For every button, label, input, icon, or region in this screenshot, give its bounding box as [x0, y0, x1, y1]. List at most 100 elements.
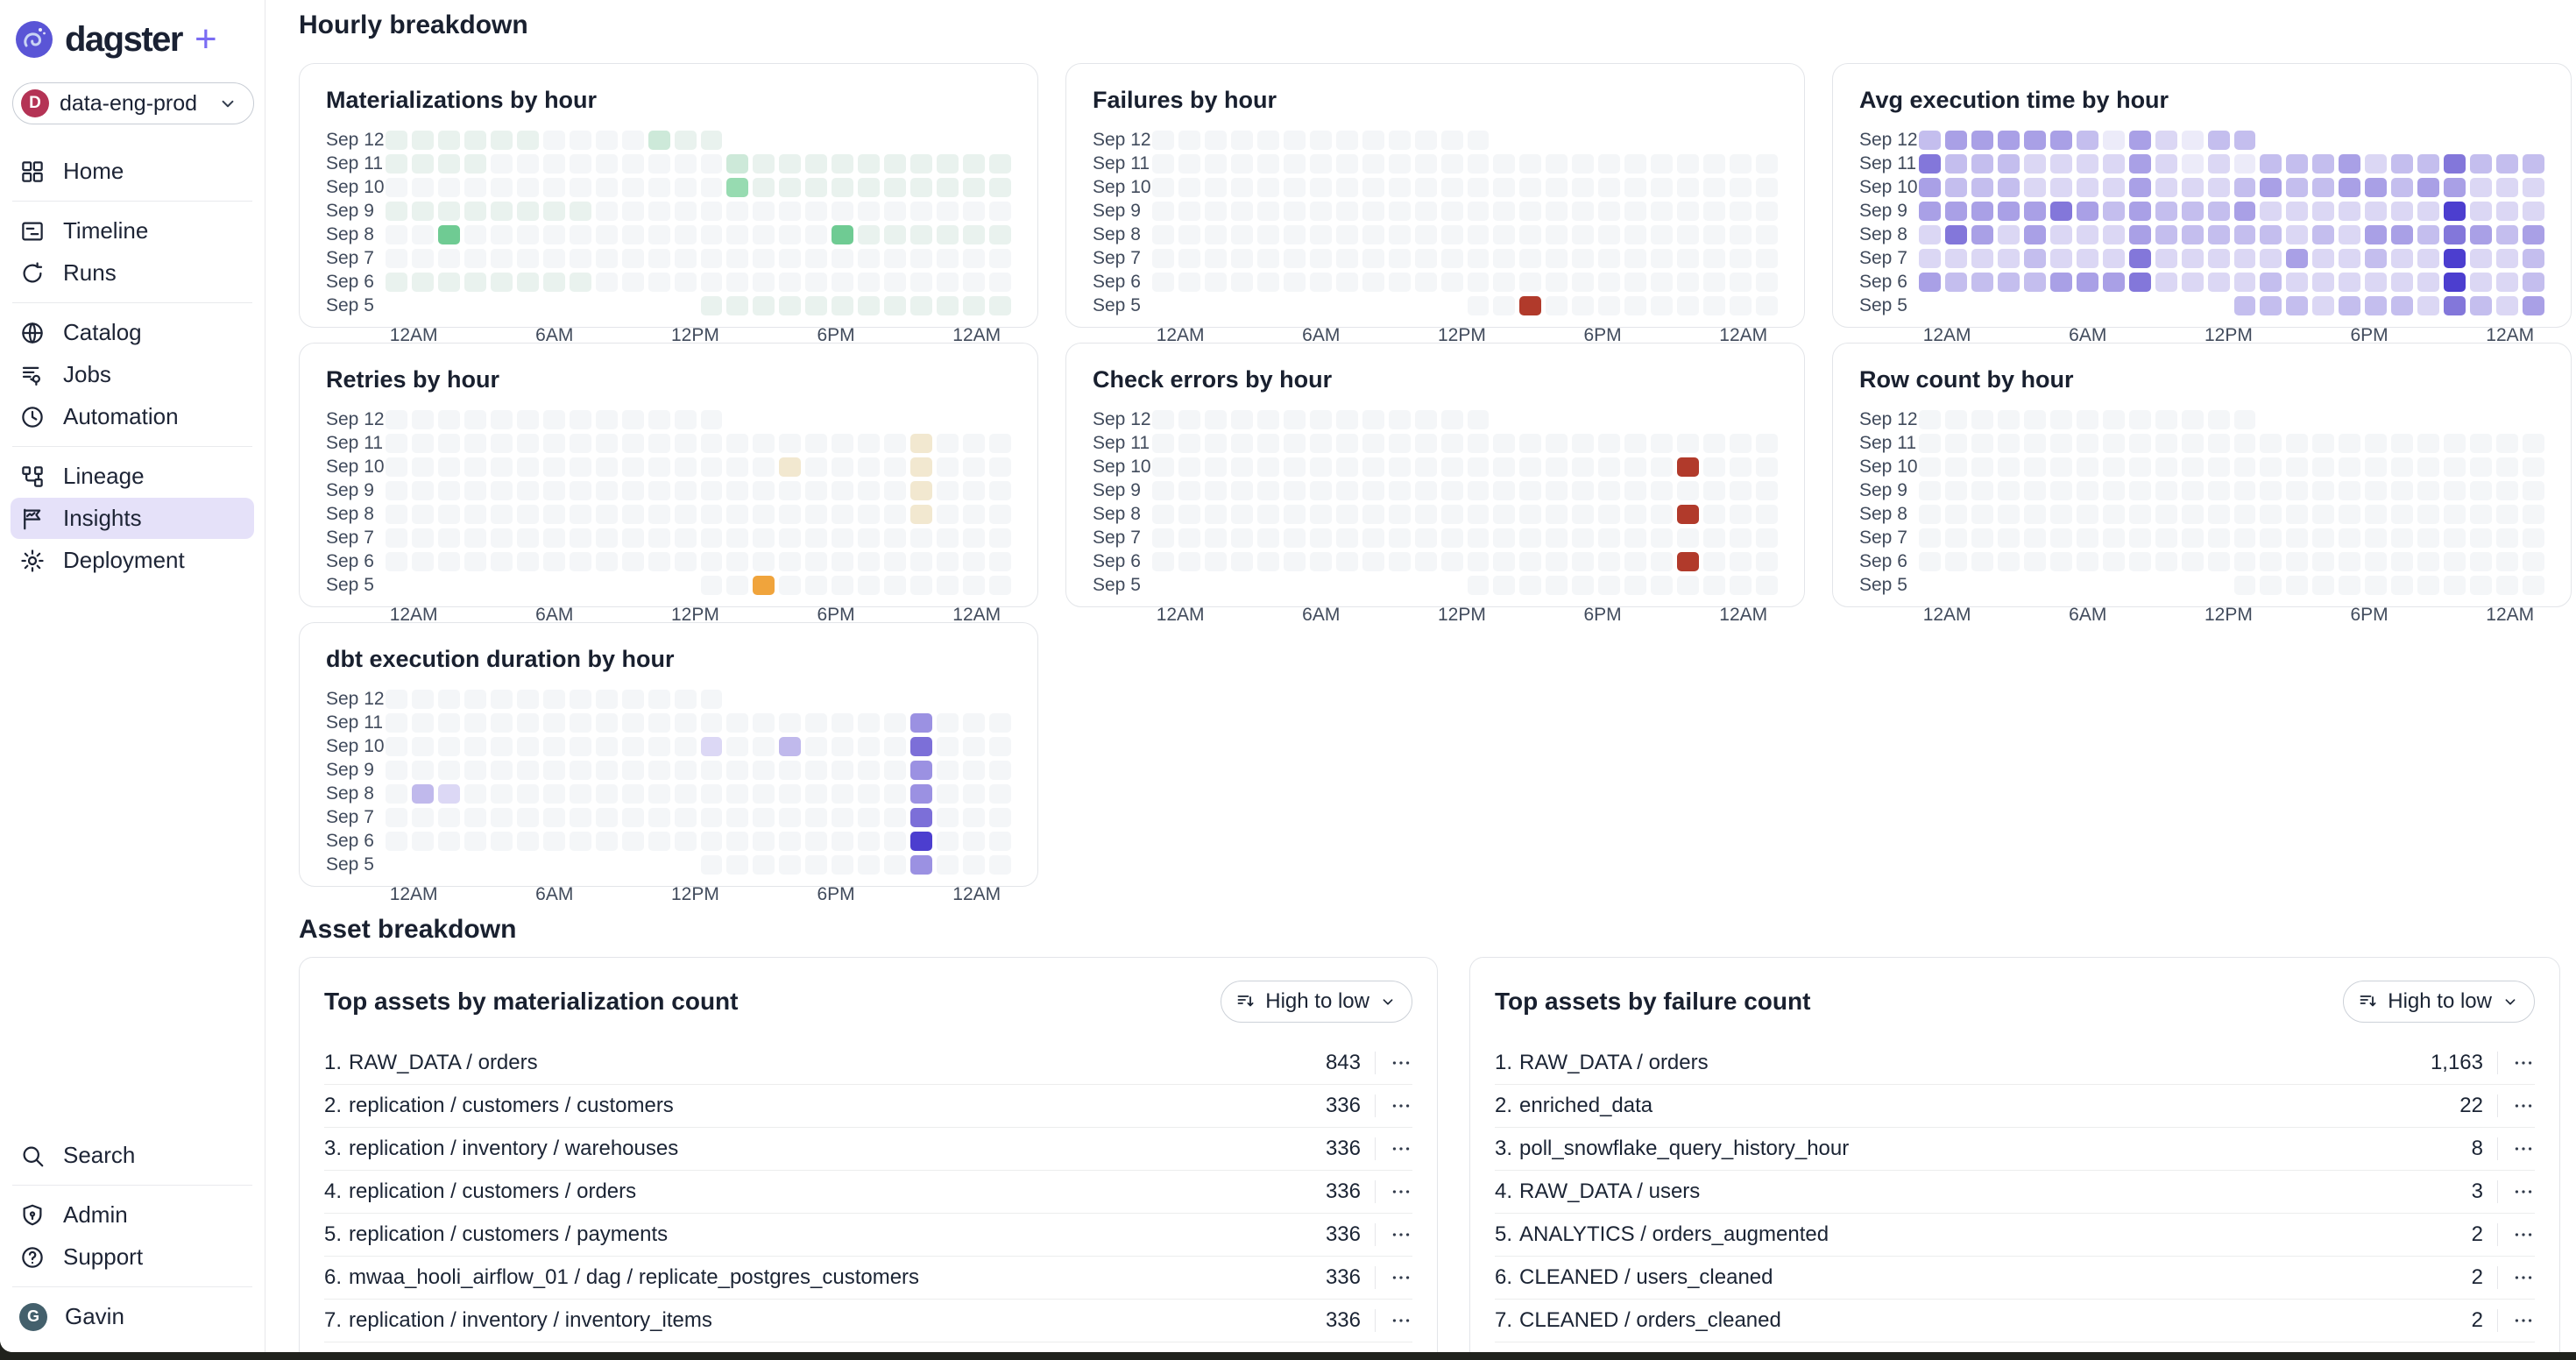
- heatmap-cell: [1703, 295, 1726, 315]
- row-menu-button[interactable]: [2497, 1052, 2535, 1074]
- heatmap-cell: [1335, 201, 1358, 221]
- asset-row[interactable]: 2. enriched_data 22: [1495, 1084, 2535, 1127]
- heatmap-cell: [2102, 528, 2125, 548]
- automation-icon: [19, 404, 46, 430]
- dagster-plus-mark: +: [195, 18, 217, 60]
- row-menu-button[interactable]: [2497, 1094, 2535, 1117]
- heatmap-cell: [1703, 504, 1726, 524]
- workspace-switcher[interactable]: D data-eng-prod: [12, 82, 254, 124]
- asset-breakdown-tables: Top assets by materialization count High …: [299, 957, 2576, 1352]
- row-menu-button[interactable]: [1375, 1266, 1412, 1289]
- heatmap-cell: [2312, 131, 2334, 150]
- sidebar-item-deployment[interactable]: Deployment: [11, 540, 254, 581]
- sidebar-item-jobs[interactable]: Jobs: [11, 354, 254, 395]
- heatmap-cell: [1519, 575, 1542, 595]
- heatmap-cell: [386, 807, 407, 827]
- asset-row[interactable]: 6. mwaa_hooli_airflow_01 / dag / replicat…: [324, 1256, 1412, 1299]
- asset-row[interactable]: 5. ANALYTICS / orders_augmented 2: [1495, 1213, 2535, 1256]
- heatmap-cell: [1230, 480, 1253, 500]
- row-menu-button[interactable]: [2497, 1137, 2535, 1160]
- heatmap-cell: [2155, 457, 2177, 477]
- heatmap-cell: [437, 130, 460, 150]
- heatmap-cell: [1414, 224, 1437, 244]
- asset-row[interactable]: 3. poll_snowflake_query_history_hour 8: [1495, 1127, 2535, 1170]
- heatmap-cell: [2417, 295, 2440, 315]
- asset-path: replication / customers / payments: [349, 1222, 669, 1246]
- sort-order-dropdown[interactable]: High to low: [2343, 981, 2535, 1023]
- asset-row[interactable]: 8.mwaa_hooli_airflow_01 / dag / replicat…: [324, 1342, 1412, 1352]
- row-count-heatmap[interactable]: Sep 12 Sep 11 Sep 10 Sep 9 Sep 8 Sep 7 Sep 6 Se…: [1859, 407, 2544, 597]
- heatmap-cell: [1256, 272, 1279, 292]
- sort-order-dropdown[interactable]: High to low: [1221, 981, 1412, 1023]
- sidebar-item-lineage[interactable]: Lineage: [11, 456, 254, 497]
- sidebar-item-catalog[interactable]: Catalog: [11, 312, 254, 353]
- heatmap-cell: [2444, 201, 2466, 221]
- asset-row[interactable]: 3. replication / inventory / warehouses 33…: [324, 1127, 1412, 1170]
- heatmap-cell: [648, 433, 670, 453]
- heatmap-cell: [1230, 272, 1253, 292]
- heatmap-cell: [386, 689, 407, 709]
- workspace-badge: D: [21, 89, 49, 117]
- materializations-heatmap[interactable]: Sep 12 Sep 11 Sep 10 Sep 9 Sep 8 Sep 7 Sep 6 Se…: [326, 128, 1011, 317]
- heatmap-cell: [411, 130, 434, 150]
- heatmap-cell: [569, 153, 591, 174]
- heatmap-row-label: Sep 5: [1859, 294, 1907, 315]
- heatmap-cell: [464, 528, 486, 548]
- row-menu-button[interactable]: [1375, 1052, 1412, 1074]
- x-axis-label: 12AM: [2486, 325, 2535, 345]
- row-menu-button[interactable]: [1375, 1309, 1412, 1332]
- heatmap-cell: [963, 224, 986, 244]
- heatmap-cell: [621, 457, 644, 477]
- heatmap-cell: [464, 783, 486, 804]
- heatmap-row-label: Sep 9: [326, 479, 374, 500]
- asset-row[interactable]: 4. replication / customers / orders 336: [324, 1170, 1412, 1213]
- heatmap-cell: [674, 130, 697, 150]
- sidebar-item-runs[interactable]: Runs: [11, 252, 254, 294]
- row-menu-button[interactable]: [1375, 1094, 1412, 1117]
- heatmap-cell: [1204, 551, 1227, 571]
- asset-row[interactable]: 8.RAW_DATA / locations1: [1495, 1342, 2535, 1352]
- sidebar-item-admin[interactable]: Admin: [11, 1194, 254, 1236]
- heatmap-cell: [805, 433, 828, 453]
- asset-row[interactable]: 2. replication / customers / customers 336: [324, 1084, 1412, 1127]
- asset-row[interactable]: 5. replication / customers / payments 336: [324, 1213, 1412, 1256]
- heatmap-cell: [2496, 504, 2519, 524]
- asset-row[interactable]: 4. RAW_DATA / users 3: [1495, 1170, 2535, 1213]
- retries-heatmap[interactable]: Sep 12 Sep 11 Sep 10 Sep 9 Sep 8 Sep 7 Sep 6 Se…: [326, 407, 1011, 597]
- heatmap-cell: [1440, 130, 1463, 150]
- sidebar-item-timeline[interactable]: Timeline: [11, 210, 254, 251]
- row-menu-button[interactable]: [2497, 1223, 2535, 1246]
- sidebar-item-search[interactable]: Search: [11, 1135, 254, 1176]
- heatmap-cell: [1730, 224, 1752, 244]
- heatmap-cells: [386, 712, 1011, 733]
- heatmap-cell: [1598, 457, 1621, 477]
- sidebar-item-automation[interactable]: Automation: [11, 396, 254, 437]
- row-menu-button[interactable]: [2497, 1309, 2535, 1332]
- heatmap-cell: [674, 409, 697, 429]
- heatmap-cell: [1440, 528, 1463, 548]
- failures-heatmap[interactable]: Sep 12 Sep 11 Sep 10 Sep 9 Sep 8 Sep 7 Sep 6 Se…: [1093, 128, 1778, 317]
- sidebar-item-user[interactable]: G Gavin: [11, 1296, 254, 1337]
- avg-execution-time-heatmap[interactable]: Sep 12 Sep 11 Sep 10 Sep 9 Sep 8 Sep 7 Sep 6 Se…: [1859, 128, 2544, 317]
- sidebar-item-home[interactable]: Home: [11, 151, 254, 192]
- row-menu-button[interactable]: [1375, 1180, 1412, 1203]
- asset-row[interactable]: 1. RAW_DATA / orders 1,163: [1495, 1042, 2535, 1084]
- heatmap-cell: [1677, 504, 1700, 524]
- asset-row[interactable]: 1. RAW_DATA / orders 843: [324, 1042, 1412, 1084]
- asset-row[interactable]: 7. replication / inventory / inventory_it…: [324, 1299, 1412, 1342]
- sidebar-item-insights[interactable]: Insights: [11, 498, 254, 539]
- row-menu-button[interactable]: [2497, 1266, 2535, 1289]
- heatmap-cell: [411, 712, 434, 733]
- asset-row[interactable]: 6. CLEANED / users_cleaned 2: [1495, 1256, 2535, 1299]
- asset-row[interactable]: 7. CLEANED / orders_cleaned 2: [1495, 1299, 2535, 1342]
- row-menu-button[interactable]: [2497, 1180, 2535, 1203]
- row-menu-button[interactable]: [1375, 1137, 1412, 1160]
- heatmap-cell: [411, 807, 434, 827]
- dbt-execution-duration-heatmap[interactable]: Sep 12 Sep 11 Sep 10 Sep 9 Sep 8 Sep 7 Sep 6 Se…: [326, 687, 1011, 876]
- check-errors-heatmap[interactable]: Sep 12 Sep 11 Sep 10 Sep 9 Sep 8 Sep 7 Sep 6 Se…: [1093, 407, 1778, 597]
- sidebar-item-support[interactable]: Support: [11, 1236, 254, 1278]
- heatmap-cell: [2181, 409, 2204, 429]
- heatmap-cell: [937, 272, 959, 292]
- row-menu-button[interactable]: [1375, 1223, 1412, 1246]
- asset-count: 336: [1325, 1222, 1361, 1246]
